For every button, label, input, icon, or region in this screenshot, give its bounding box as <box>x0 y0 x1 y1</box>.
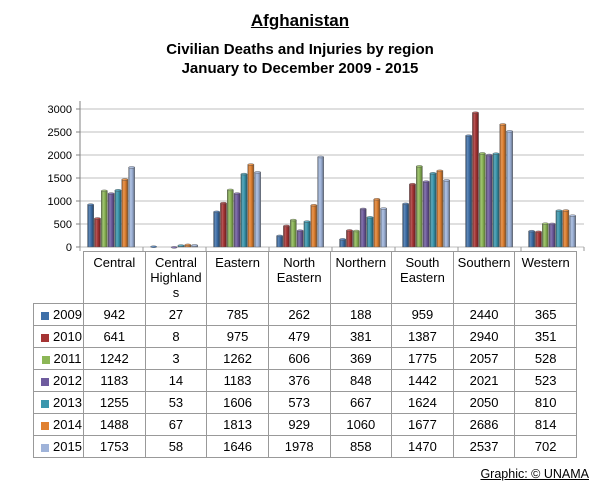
svg-text:3000: 3000 <box>48 104 72 116</box>
svg-text:2500: 2500 <box>48 127 72 139</box>
svg-text:500: 500 <box>54 219 72 231</box>
svg-text:0: 0 <box>66 242 72 251</box>
svg-text:2000: 2000 <box>48 150 72 162</box>
svg-text:1500: 1500 <box>48 173 72 185</box>
svg-text:1000: 1000 <box>48 196 72 208</box>
